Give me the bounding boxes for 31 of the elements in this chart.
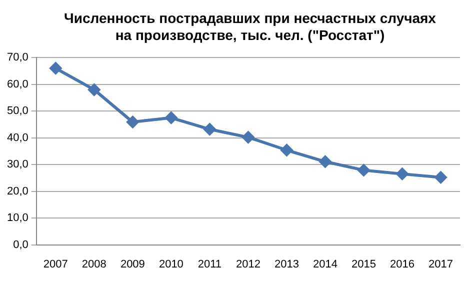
x-tick-label: 2013: [274, 258, 299, 270]
x-tick-label: 2014: [312, 258, 338, 270]
y-tick-label: 70,0: [6, 52, 28, 64]
x-tick-label: 2015: [351, 258, 376, 270]
point: [50, 62, 62, 74]
x-tick-label: 2017: [428, 258, 453, 270]
point: [204, 123, 216, 136]
x-tick-label: 2007: [43, 258, 68, 270]
point: [126, 116, 139, 128]
y-tick-label: 10,0: [6, 212, 28, 224]
chart-title: Численность пострадавших при несчастных случаях на производстве, тыс. чел. ("Росстат"): [63, 10, 437, 44]
y-tick-label: 60,0: [6, 78, 28, 90]
x-tick-label: 2009: [120, 258, 145, 270]
x-tick-label: 2016: [390, 258, 414, 270]
x-tick-label: 2010: [158, 258, 184, 270]
point: [434, 171, 447, 184]
point: [88, 84, 100, 96]
point: [396, 168, 408, 180]
y-tick-label: 30,0: [6, 158, 28, 171]
point: [319, 156, 332, 168]
x-tick-label: 2012: [236, 258, 260, 270]
y-tick-label: 50,0: [6, 105, 28, 118]
y-tick-label: 0,0: [13, 238, 28, 251]
point: [358, 164, 370, 176]
point: [242, 131, 254, 144]
x-tick-label: 2008: [82, 258, 106, 270]
y-tick-label: 40,0: [6, 132, 28, 144]
point: [280, 144, 293, 156]
y-tick-label: 20,0: [6, 185, 28, 198]
point: [165, 112, 178, 124]
x-tick-label: 2011: [198, 258, 222, 270]
